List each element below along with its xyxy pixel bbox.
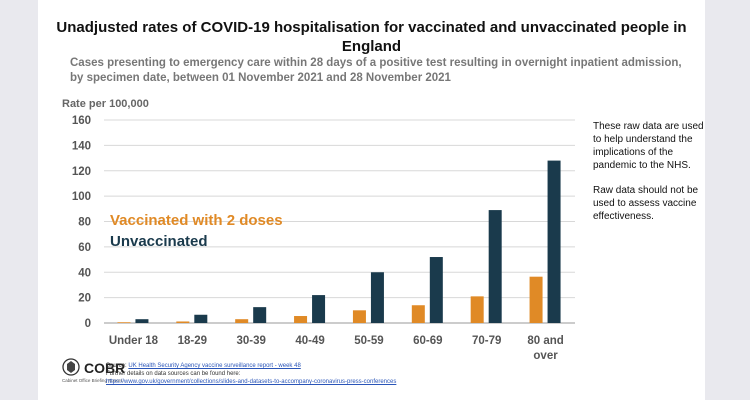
x-tick-label: 60-69 [413,335,442,347]
bar-unvaccinated-3 [312,295,326,323]
side-note: These raw data are used to help understa… [593,120,705,235]
logo-subtitle: Cabinet Office Briefing Rooms [62,378,123,383]
logo-name: COBR [84,360,126,376]
bar-vaccinated-7 [529,276,543,323]
y-tick-label: 20 [78,293,91,305]
y-tick-label: 0 [85,318,91,330]
y-axis-label: Rate per 100,000 [62,98,149,110]
x-tick-label: 30-39 [236,335,265,347]
y-tick-label: 140 [72,140,91,152]
bar-unvaccinated-0 [135,319,149,323]
source-link[interactable]: UK Health Security Agency vaccine survei… [128,363,301,369]
bar-vaccinated-0 [117,322,131,323]
x-tick-label: over [533,350,558,362]
bar-unvaccinated-6 [488,210,502,323]
x-tick-label: Under 18 [109,335,159,347]
y-tick-label: 120 [72,166,91,178]
x-tick-label: 70-79 [472,335,501,347]
crest-icon [62,358,80,376]
source-details-text: Further details on data sources can be f… [106,371,241,377]
bar-vaccinated-4 [352,310,366,323]
y-tick-label: 80 [78,217,91,229]
legend-unvaccinated: Unvaccinated [110,233,208,250]
x-tick-label: 18-29 [178,335,207,347]
bar-unvaccinated-4 [370,272,384,323]
bar-unvaccinated-2 [253,307,267,323]
source-details-link[interactable]: https://www.gov.uk/government/collection… [106,379,397,385]
y-tick-label: 40 [78,267,91,279]
sources-block: Source: UK Health Security Agency vaccin… [106,362,396,386]
slide-background [38,0,705,400]
chart-title: Unadjusted rates of COVID-19 hospitalisa… [56,19,687,55]
side-note-paragraph-1: These raw data are used to help understa… [593,121,704,171]
y-tick-label: 160 [72,115,91,127]
bar-vaccinated-2 [235,319,249,323]
legend-vaccinated: Vaccinated with 2 doses [110,212,283,229]
bar-vaccinated-1 [176,321,190,323]
bar-vaccinated-6 [470,296,484,323]
bar-unvaccinated-5 [429,257,443,323]
x-tick-label: 40-49 [295,335,324,347]
source-prefix: Source: [106,363,127,369]
y-tick-label: 60 [78,242,91,254]
side-note-paragraph-2: Raw data should not be used to assess va… [593,185,699,222]
bar-vaccinated-3 [294,316,308,323]
bar-vaccinated-5 [411,305,425,323]
x-tick-label: 80 and [527,335,563,347]
bar-unvaccinated-7 [547,160,561,323]
chart-subtitle: Cases presenting to emergency care withi… [70,57,682,84]
x-tick-label: 50-59 [354,335,383,347]
bar-unvaccinated-1 [194,314,208,323]
y-tick-label: 100 [72,191,91,203]
